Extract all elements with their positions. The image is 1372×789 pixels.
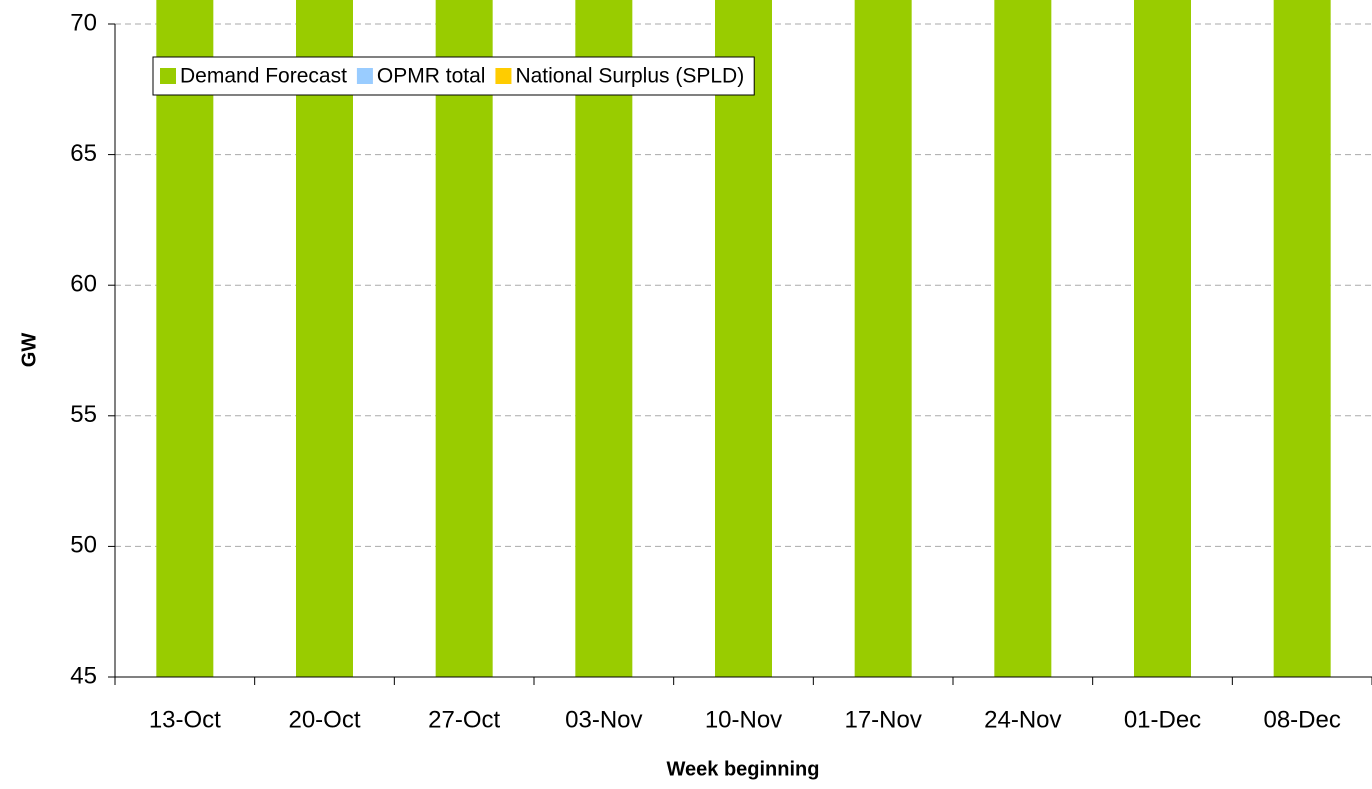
x-tick-label: 17-Nov — [844, 706, 921, 733]
bar-segment — [994, 0, 1052, 677]
x-tick-label: 27-Oct — [428, 706, 500, 733]
bar-segment — [1273, 0, 1331, 677]
legend-label: Demand Forecast — [180, 65, 347, 88]
x-tick-label: 13-Oct — [149, 706, 221, 733]
legend: Demand Forecast OPMR total National Surplu… — [152, 56, 755, 96]
legend-swatch — [160, 68, 176, 84]
bar-segment — [296, 0, 353, 678]
bar-segment — [575, 0, 633, 678]
legend-swatch — [356, 68, 373, 84]
bar-segment — [435, 0, 493, 678]
y-tick-label: 50 — [70, 532, 97, 559]
x-tick-label: 10-Nov — [705, 706, 782, 733]
x-tick-label: 24-Nov — [984, 706, 1061, 733]
x-axis-title: Week beginning — [667, 758, 820, 780]
legend-label: National Surplus (SPLD) — [515, 65, 744, 88]
legend-swatch — [495, 68, 512, 84]
x-tick-label: 20-Oct — [288, 706, 360, 733]
x-tick-label: 03-Nov — [565, 706, 642, 733]
x-tick-label: 01-Dec — [1124, 706, 1201, 733]
y-tick-label: 65 — [70, 140, 97, 167]
y-tick-label: 60 — [70, 271, 97, 298]
legend-box — [152, 56, 755, 96]
y-axis-title: GW — [18, 333, 40, 368]
y-tick-label: 45 — [70, 662, 97, 689]
legend-label: OPMR total — [377, 65, 486, 88]
bar-segment — [854, 0, 912, 677]
y-tick-label: 70 — [70, 9, 97, 36]
bar-segment — [715, 0, 772, 677]
y-tick-label: 55 — [70, 401, 97, 428]
bar-segment — [156, 0, 214, 677]
bar-segment — [1134, 0, 1191, 677]
x-tick-label: 08-Dec — [1263, 706, 1340, 733]
